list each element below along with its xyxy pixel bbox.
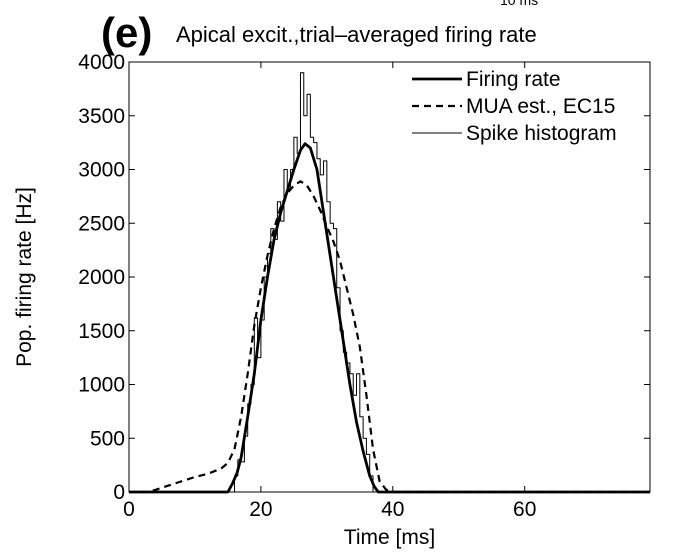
y-tick-label: 2500: [78, 212, 125, 235]
x-axis-label: Time [ms]: [344, 526, 435, 549]
x-tick-label: 60: [513, 498, 536, 521]
y-tick-label: 1500: [78, 320, 125, 343]
y-tick-label: 500: [90, 427, 125, 450]
chart-title: Apical excit.,trial–averaged firing rate: [176, 22, 537, 47]
legend-entry: MUA est., EC15: [466, 95, 615, 118]
series-line-firing-rate: [129, 142, 650, 494]
series-layer: [129, 72, 650, 494]
y-axis-label: Pop. firing rate [Hz]: [13, 187, 36, 367]
y-tick-label: 2000: [78, 266, 125, 289]
ticks-layer: 0 20 40 60 0 500 1000 1500 2000 2500 3000 3500 4000: [78, 51, 650, 521]
y-tick-label: 3000: [78, 159, 125, 182]
top-cut-text: 10 ms: [500, 0, 539, 8]
x-tick-label: 20: [249, 498, 272, 521]
y-tick-label: 0: [113, 481, 125, 504]
series-line-spike-histogram: [234, 72, 377, 493]
y-tick-label: 1000: [78, 374, 125, 397]
x-tick-label: 0: [123, 498, 135, 521]
y-tick-label: 3500: [78, 105, 125, 128]
y-tick-label: 4000: [78, 51, 125, 74]
panel-label: (e): [101, 9, 153, 56]
legend-entry: Spike histogram: [466, 122, 617, 145]
x-tick-label: 40: [381, 498, 404, 521]
legend-entry: Firing rate: [466, 68, 561, 91]
legend: Firing rate MUA est., EC15 Spike histogram: [412, 68, 617, 145]
series-line-mua-est-ec15: [129, 180, 650, 494]
